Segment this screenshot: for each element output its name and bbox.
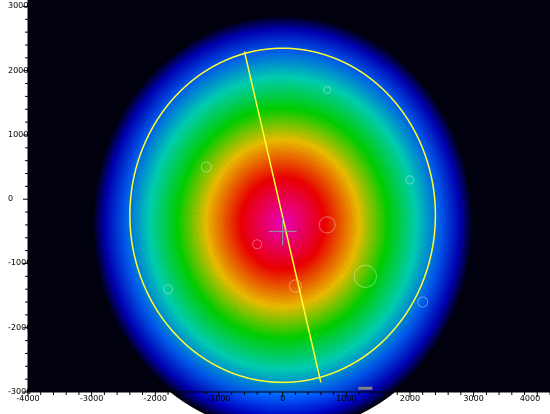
dust-ring <box>323 85 332 94</box>
beam-width-ellipse[interactable] <box>129 47 437 384</box>
x-tick-label: -3000 <box>80 394 104 403</box>
x-tick-label: -2000 <box>143 394 167 403</box>
dust-ring <box>353 264 377 288</box>
y-tick-label: 2000 <box>8 65 29 75</box>
y-tick-label: -1000 <box>8 258 32 268</box>
dust-ring <box>288 279 302 293</box>
dust-ring <box>318 216 336 234</box>
x-tick-label: -1000 <box>207 394 231 403</box>
dust-ring <box>405 175 415 185</box>
y-tick-label: 0 <box>8 194 14 204</box>
dust-ring <box>163 284 174 295</box>
x-tick-label: 0 <box>280 394 286 403</box>
y-tick-label: 1000 <box>8 129 29 139</box>
x-tick-label: 2000 <box>399 394 421 403</box>
dust-ring <box>417 296 429 308</box>
y-tick-label: -2000 <box>8 322 32 332</box>
x-tick-label: 1000 <box>336 394 357 403</box>
beam-noise <box>28 0 550 392</box>
x-tick-label: -4000 <box>16 394 40 403</box>
profile-line[interactable] <box>243 51 322 383</box>
y-tick-label: 3000 <box>8 1 29 11</box>
dust-ring <box>200 161 212 173</box>
y-tick-label: -3000 <box>8 387 32 396</box>
x-tick-label: 3000 <box>463 394 484 403</box>
dust-ring <box>252 239 263 250</box>
beam-spot <box>28 0 550 414</box>
x-tick-label: 4000 <box>519 394 541 403</box>
position-marker[interactable] <box>358 386 373 390</box>
